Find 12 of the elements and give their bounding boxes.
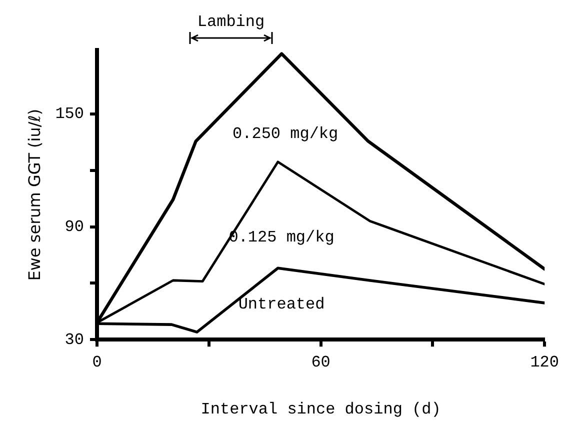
y-tick-label: 150 — [55, 105, 84, 124]
x-tick-label: 120 — [530, 353, 560, 372]
y-tick-label: 30 — [64, 330, 84, 349]
series-label: Untreated — [238, 295, 325, 314]
x-tick-label: 60 — [311, 353, 330, 372]
y-axis-title: Ewe serum GGT (iu/ℓ) — [24, 108, 44, 281]
x-tick-label: 0 — [92, 353, 102, 372]
series-label: 0.125 mg/kg — [228, 228, 334, 247]
y-tick-label: 90 — [64, 218, 84, 236]
text: Lambing — [197, 13, 265, 32]
x-axis-title: Interval since dosing (d) — [200, 400, 441, 419]
series-label: 0.250 mg/kg — [232, 125, 338, 144]
